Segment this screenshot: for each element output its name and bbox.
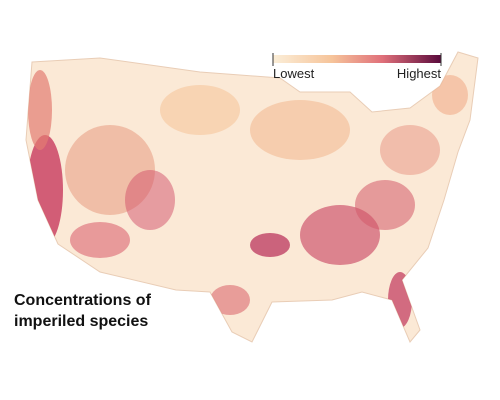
legend-gradient [273,55,441,63]
patch [432,75,468,115]
legend-high-label: Highest [397,66,441,81]
patch [250,233,290,257]
title-line: imperiled species [14,313,148,330]
title-line: Concentrations of [14,292,152,309]
patch [27,135,63,245]
legend-low-label: Lowest [273,66,315,81]
patch [70,222,130,258]
patch [250,100,350,160]
patch [300,205,380,265]
concentration-patches [27,70,468,328]
patch [210,285,250,315]
patch [125,170,175,230]
patch [160,85,240,135]
patch [355,180,415,230]
patch [380,125,440,175]
patch [28,70,52,150]
